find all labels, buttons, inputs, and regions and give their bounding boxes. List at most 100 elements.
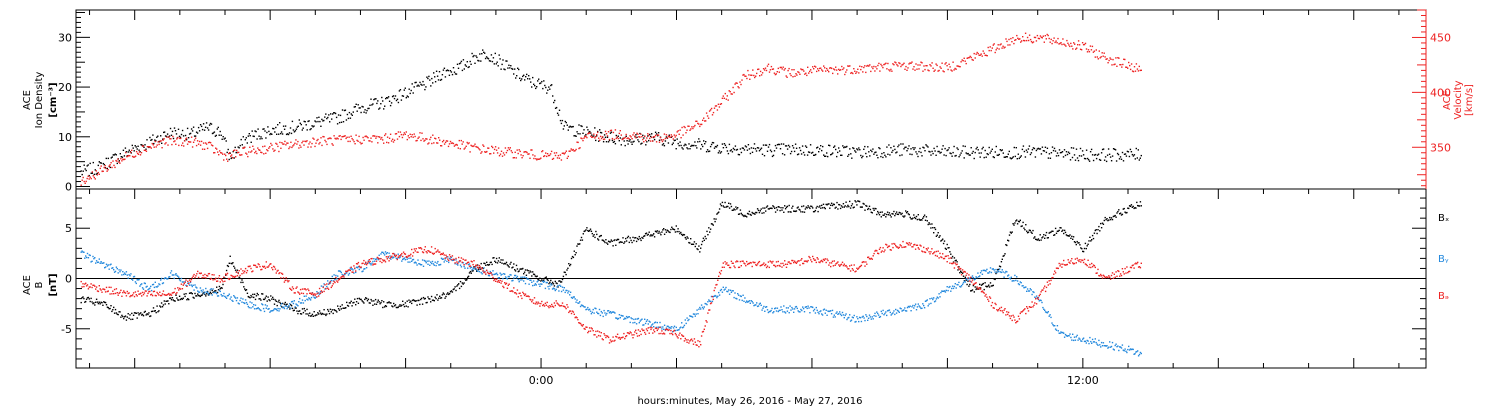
data-point	[264, 267, 267, 269]
data-point	[174, 287, 176, 290]
data-point	[1122, 349, 1124, 351]
data-point	[989, 282, 992, 284]
data-point	[480, 271, 482, 274]
data-point	[965, 62, 967, 65]
data-point	[747, 300, 750, 303]
data-point	[740, 151, 743, 154]
data-point	[103, 288, 105, 290]
data-point	[857, 68, 859, 70]
data-point	[178, 287, 181, 290]
data-point	[696, 147, 698, 149]
data-point	[736, 208, 738, 210]
data-point	[439, 263, 442, 266]
data-point	[435, 297, 437, 300]
data-point	[309, 292, 311, 294]
data-point	[452, 288, 454, 291]
data-point	[1099, 230, 1101, 232]
data-point	[194, 276, 196, 279]
data-point	[1063, 336, 1066, 338]
data-point	[1137, 149, 1139, 151]
data-point	[867, 207, 870, 210]
data-point	[199, 272, 202, 275]
data-point	[737, 86, 739, 88]
data-point	[701, 123, 703, 126]
data-point	[465, 65, 467, 67]
data-point	[572, 148, 574, 151]
data-point	[925, 144, 927, 146]
data-point	[1067, 151, 1070, 153]
data-point	[556, 286, 558, 288]
data-point	[698, 308, 700, 310]
data-point	[878, 316, 881, 318]
data-point	[279, 272, 281, 274]
data-point	[536, 159, 538, 161]
data-point	[1016, 280, 1019, 282]
data-point	[344, 109, 347, 111]
data-point	[557, 286, 559, 288]
data-point	[916, 153, 918, 155]
data-point	[560, 122, 563, 125]
data-point	[914, 147, 916, 149]
data-point	[495, 261, 497, 264]
data-point	[784, 205, 786, 207]
data-point	[269, 299, 271, 302]
data-point	[1124, 58, 1126, 61]
data-point	[298, 310, 300, 312]
data-point	[312, 294, 314, 297]
data-point	[117, 313, 119, 316]
data-point	[821, 313, 823, 315]
data-point	[574, 150, 576, 152]
data-point	[320, 285, 323, 287]
data-point	[407, 96, 409, 98]
data-point	[970, 56, 972, 59]
data-point	[255, 130, 257, 133]
data-point	[939, 152, 941, 154]
data-point	[1034, 156, 1037, 158]
data-point	[92, 175, 94, 177]
data-point	[1041, 301, 1043, 304]
data-point	[691, 144, 693, 147]
data-point	[289, 287, 291, 290]
data-point	[837, 208, 839, 210]
data-point	[519, 268, 521, 270]
data-point	[466, 141, 468, 144]
data-point	[728, 293, 731, 295]
data-point	[658, 139, 661, 141]
data-point	[108, 286, 110, 288]
data-point	[781, 153, 784, 155]
data-point	[488, 263, 491, 266]
data-point	[301, 288, 304, 290]
data-point	[876, 213, 878, 216]
data-point	[116, 313, 118, 315]
data-point	[760, 304, 762, 306]
data-point	[886, 68, 888, 70]
data-point	[920, 151, 922, 154]
data-point	[280, 303, 282, 305]
data-point	[218, 154, 220, 156]
data-point	[966, 153, 968, 155]
data-point	[104, 301, 107, 304]
data-point	[359, 141, 361, 144]
data-point	[203, 276, 205, 279]
data-point	[725, 206, 727, 208]
data-point	[242, 298, 244, 300]
data-point	[716, 109, 719, 111]
data-point	[872, 148, 874, 150]
data-point	[224, 137, 226, 139]
data-point	[483, 262, 485, 264]
data-point	[635, 318, 637, 320]
data-point	[197, 290, 199, 292]
data-point	[709, 300, 712, 303]
data-point	[645, 144, 647, 146]
data-point	[724, 201, 726, 204]
data-point	[746, 77, 748, 80]
data-point	[709, 109, 712, 111]
data-point	[257, 263, 259, 265]
data-point	[680, 326, 682, 328]
data-point	[862, 155, 864, 157]
data-point	[463, 68, 465, 70]
data-point	[244, 299, 247, 301]
data-point	[718, 150, 721, 152]
data-point	[420, 264, 423, 266]
data-point	[536, 275, 538, 277]
